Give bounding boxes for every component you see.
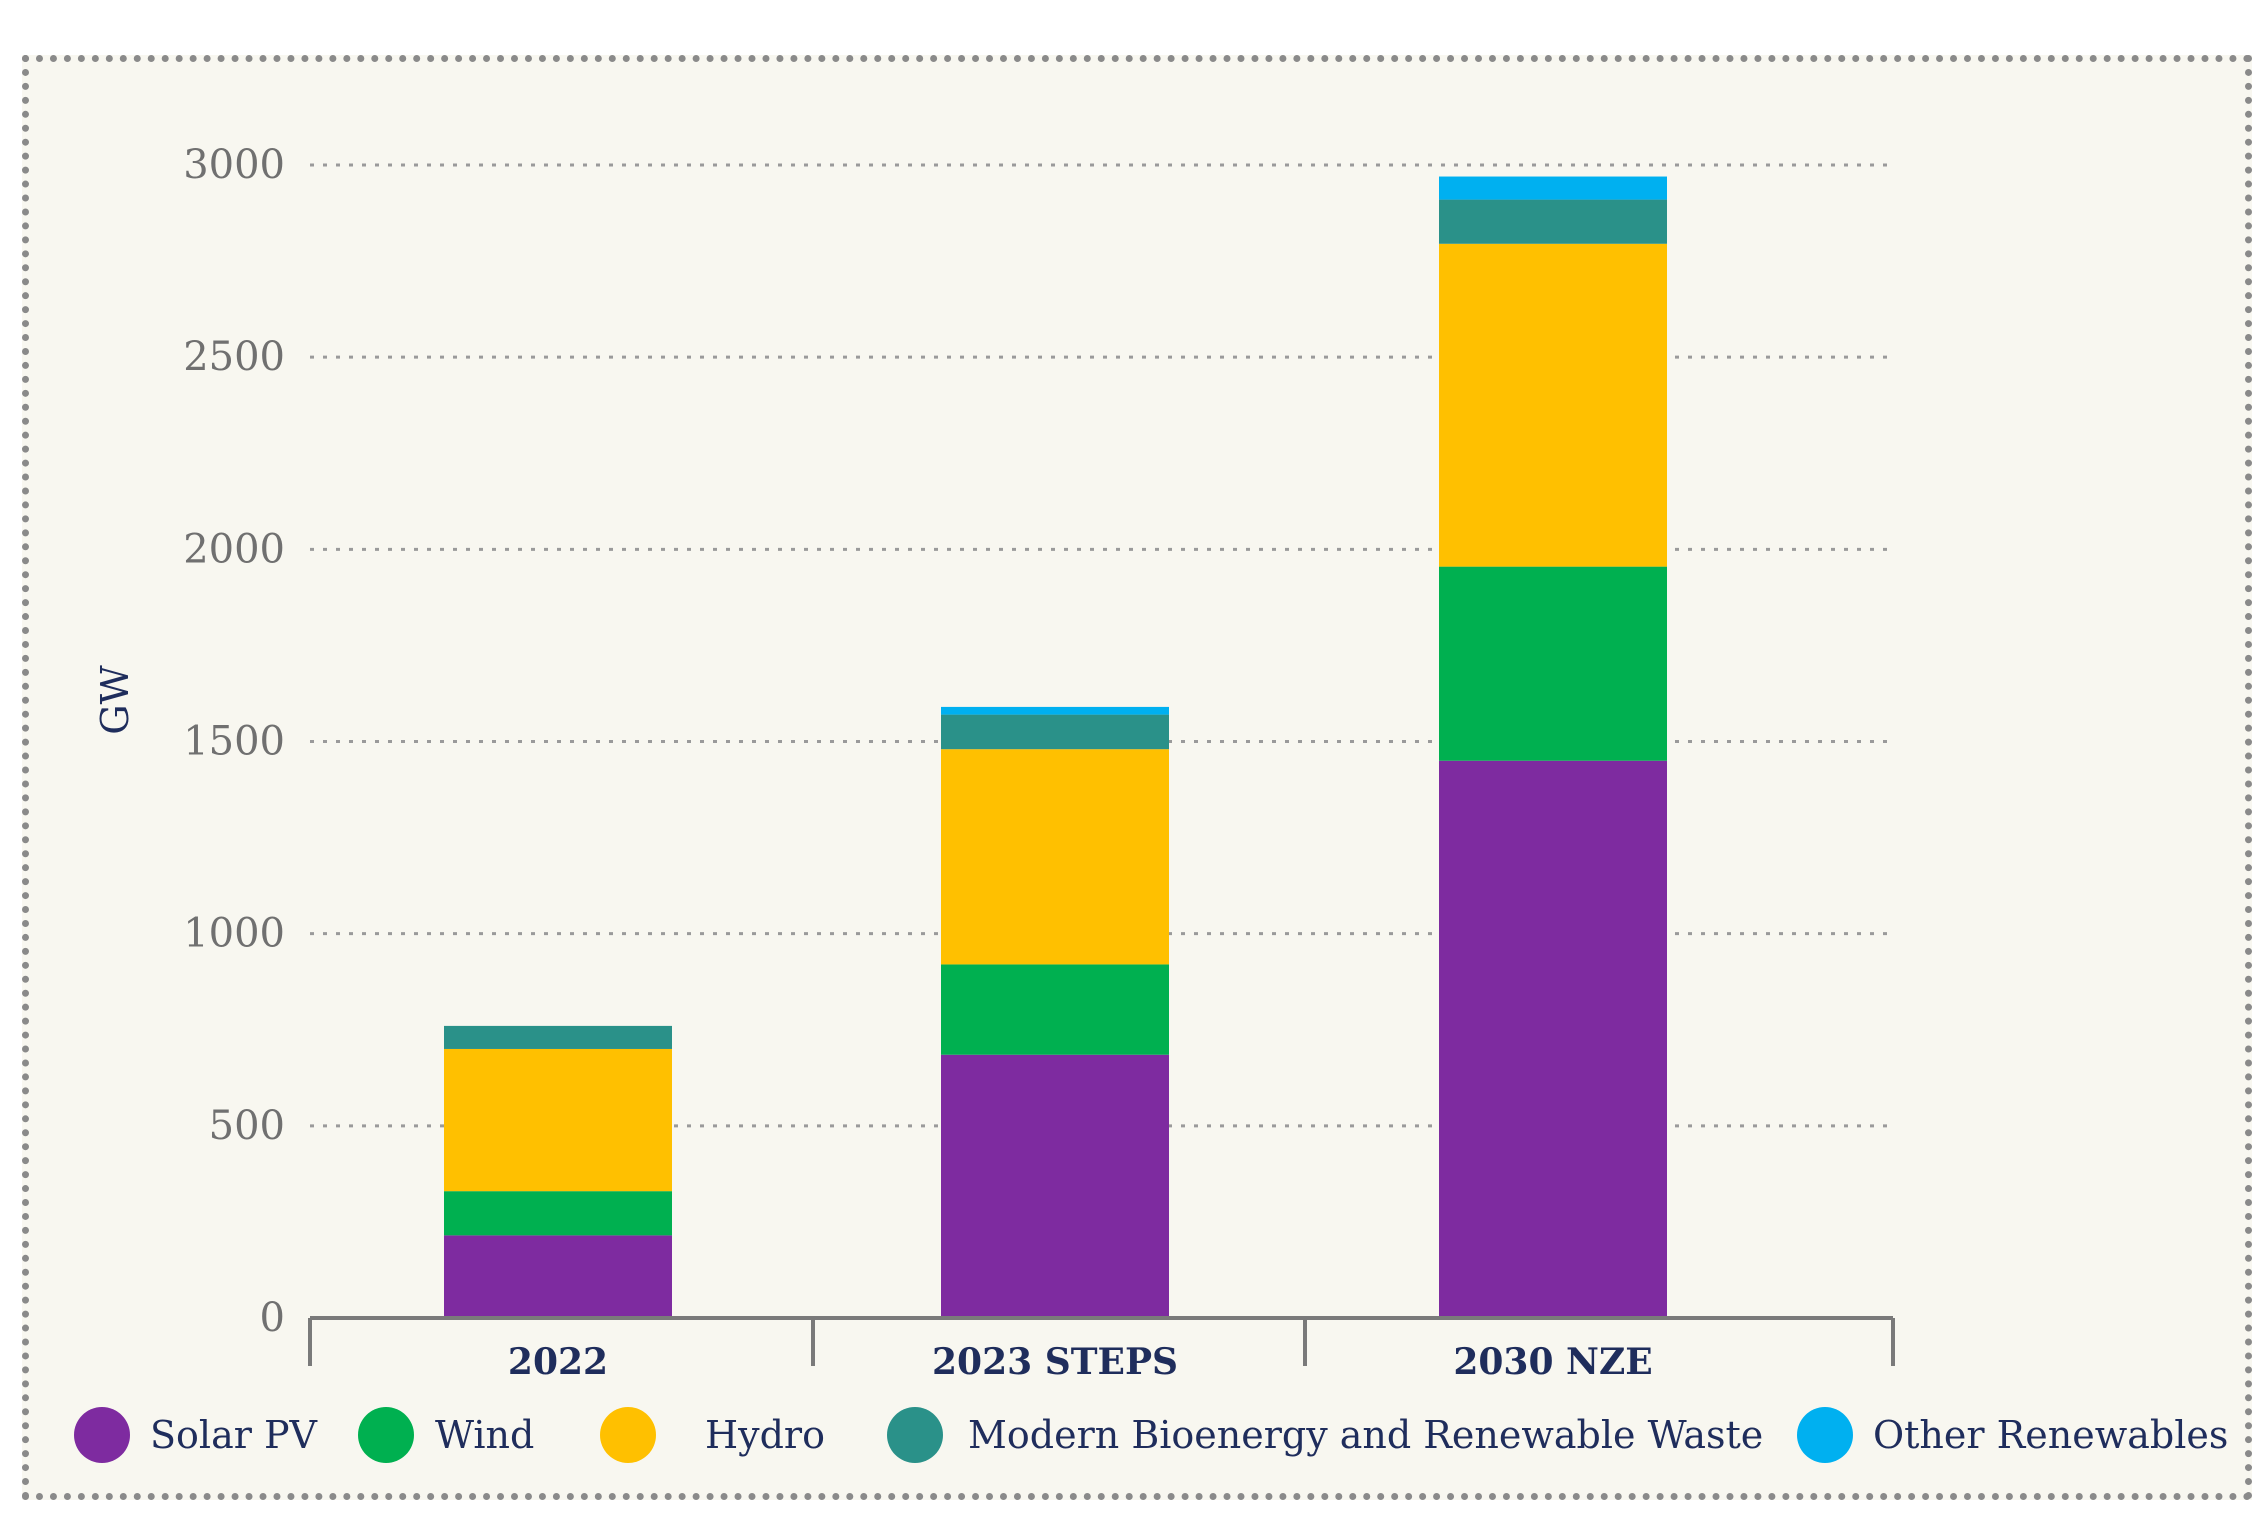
legend-item-hydro: Hydro <box>600 1407 825 1463</box>
y-tick-label: 1500 <box>183 719 285 765</box>
y-tick-label: 2500 <box>183 334 285 380</box>
x-axis <box>308 1316 1895 1366</box>
y-tick-label: 1000 <box>183 911 285 957</box>
bar-segment-solar-pv <box>1439 760 1667 1318</box>
y-axis-label: GW <box>93 665 137 734</box>
legend-label: Wind <box>435 1413 534 1457</box>
legend-marker <box>1797 1407 1853 1463</box>
legend-marker <box>887 1407 943 1463</box>
y-tick-label: 3000 <box>183 142 285 188</box>
bar-segment-modern-bioenergy-and-renewable-waste <box>1439 199 1667 244</box>
bar-segment-hydro <box>1439 243 1667 567</box>
bar-segment-solar-pv <box>941 1054 1169 1318</box>
bars <box>444 176 1667 1318</box>
legend-item-wind: Wind <box>358 1407 534 1463</box>
bar-segment-modern-bioenergy-and-renewable-waste <box>941 714 1169 750</box>
legend-label: Other Renewables <box>1873 1413 2228 1457</box>
legend-marker <box>600 1407 656 1463</box>
y-tick-label: 0 <box>260 1295 285 1341</box>
bar-segment-wind <box>1439 566 1667 761</box>
legend-item-modern-bioenergy-and-renewable-waste: Modern Bioenergy and Renewable Waste <box>887 1407 1763 1463</box>
x-axis-labels: 2022 2023 STEPS 2030 NZE <box>508 1341 1653 1383</box>
legend-label: Solar PV <box>150 1413 318 1457</box>
y-tick-label: 2000 <box>183 526 285 572</box>
bar-segment-other-renewables <box>941 706 1169 715</box>
bar-segment-hydro <box>444 1048 672 1192</box>
x-tick-label: 2030 NZE <box>1453 1341 1652 1383</box>
bar-stack <box>1439 176 1667 1318</box>
legend-marker <box>358 1407 414 1463</box>
legend-item-solar-pv: Solar PV <box>74 1407 318 1463</box>
y-axis-ticks: 0 500 1000 1500 2000 2500 3000 <box>183 142 285 1341</box>
y-tick-label: 500 <box>209 1103 285 1149</box>
legend-label: Hydro <box>705 1413 825 1457</box>
bar-segment-wind <box>444 1191 672 1236</box>
bar-stack <box>941 706 1169 1318</box>
bar-stack <box>444 1025 672 1318</box>
legend: Solar PV Wind Hydro Modern Bioenergy and Re… <box>74 1407 2228 1463</box>
legend-marker <box>74 1407 130 1463</box>
legend-item-other-renewables: Other Renewables <box>1797 1407 2228 1463</box>
bar-segment-other-renewables <box>1439 176 1667 200</box>
x-tick-label: 2022 <box>508 1341 608 1383</box>
bar-segment-solar-pv <box>444 1235 672 1318</box>
x-tick-label: 2023 STEPS <box>932 1341 1178 1383</box>
bar-segment-modern-bioenergy-and-renewable-waste <box>444 1025 672 1049</box>
legend-label: Modern Bioenergy and Renewable Waste <box>968 1413 1763 1457</box>
bar-segment-hydro <box>941 749 1169 965</box>
bar-segment-wind <box>941 964 1169 1055</box>
